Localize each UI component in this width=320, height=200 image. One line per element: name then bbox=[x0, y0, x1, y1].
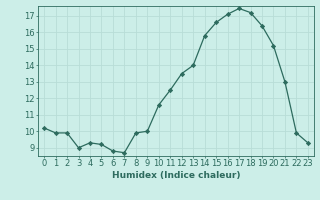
X-axis label: Humidex (Indice chaleur): Humidex (Indice chaleur) bbox=[112, 171, 240, 180]
